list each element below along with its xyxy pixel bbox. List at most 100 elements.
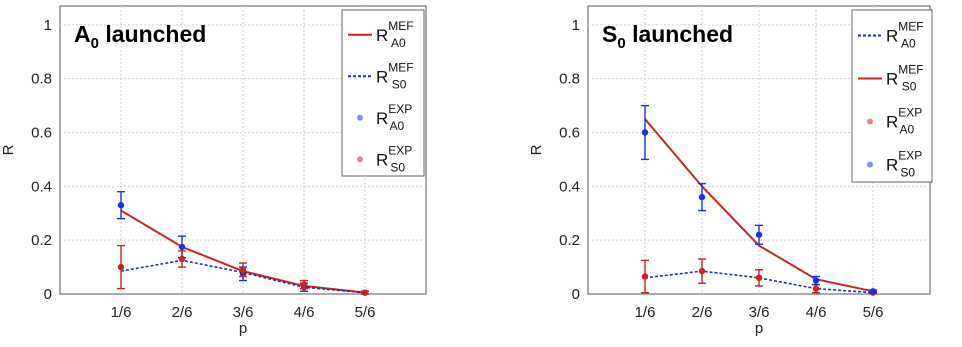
legend-subscript: S0: [392, 77, 407, 91]
title-rest: launched: [626, 21, 733, 47]
series-line-mef-s0: [644, 118, 874, 293]
x-tick-label: 4/6: [294, 304, 315, 321]
data-point: [641, 129, 649, 136]
legend-item: REXP A0: [867, 106, 922, 137]
legend-box: [341, 9, 425, 177]
x-tick-label: 2/6: [692, 304, 713, 321]
data-point: [755, 231, 763, 238]
data-point: [869, 288, 877, 295]
legend-subscript: S0: [902, 80, 917, 94]
legend-label: RMEF S0: [886, 63, 924, 94]
y-tick-label: 1: [44, 17, 52, 34]
data-point: [812, 277, 820, 284]
x-tick-label: 5/6: [355, 304, 376, 321]
legend-subscript: S0: [390, 160, 405, 174]
data-point: [300, 281, 308, 288]
legend-label: REXP S0: [886, 149, 922, 180]
legend-superscript: MEF: [388, 19, 413, 33]
data-point: [641, 273, 649, 280]
legend-label: REXP A0: [886, 106, 922, 137]
series-line-mef-s0: [120, 259, 366, 294]
chart-title: A0 launched: [74, 21, 206, 52]
data-point: [239, 266, 247, 273]
series-line-mef-a0: [644, 270, 874, 294]
data-point: [178, 255, 186, 263]
title-subscript: 0: [617, 35, 625, 52]
legend-subscript: A0: [391, 36, 406, 50]
legend-item: RMEF A0: [348, 19, 413, 50]
legend-superscript: MEF: [388, 60, 413, 74]
y-tick-label: 0.2: [31, 232, 52, 249]
legend-base: R: [886, 70, 898, 89]
legend-label: RMEF S0: [376, 60, 414, 91]
y-tick-label: 0.6: [559, 125, 580, 142]
data-point: [755, 274, 763, 282]
legend-label: REXP S0: [376, 143, 412, 174]
legend-item: REXP S0: [867, 149, 922, 180]
legend-item: REXP S0: [357, 143, 412, 174]
data-point: [178, 243, 186, 251]
y-tick-label: 0: [44, 286, 52, 303]
legend-base: R: [886, 156, 898, 175]
x-axis-label: p: [755, 320, 763, 337]
legend-superscript: EXP: [388, 102, 412, 116]
x-tick-label: 1/6: [635, 304, 656, 321]
legend-item: RMEF A0: [858, 20, 923, 51]
data-point: [698, 267, 706, 275]
data-point: [698, 193, 706, 201]
legend-marker-swatch: [867, 118, 873, 125]
legend-base: R: [376, 67, 388, 86]
legend-base: R: [376, 26, 388, 45]
y-axis-label: R: [528, 144, 545, 155]
x-tick-label: 5/6: [863, 304, 884, 321]
y-tick-label: 0.4: [559, 178, 580, 195]
legend-superscript: EXP: [898, 149, 922, 163]
y-tick-label: 0.8: [559, 71, 580, 88]
y-axis-label: R: [0, 144, 17, 155]
legend-superscript: EXP: [388, 143, 412, 157]
legend-marker-swatch: [357, 156, 363, 163]
title-main: A: [74, 21, 91, 47]
legend-label: RMEF A0: [376, 19, 413, 50]
title-main: S: [602, 21, 617, 47]
legend-superscript: MEF: [898, 63, 923, 77]
legend-subscript: A0: [900, 123, 915, 137]
legend-base: R: [886, 27, 898, 46]
y-tick-label: 0.8: [31, 71, 52, 88]
legend-base: R: [376, 150, 388, 169]
legend-base: R: [376, 109, 388, 128]
y-tick-label: 0.4: [31, 178, 52, 195]
x-axis-label: p: [239, 320, 247, 337]
legend-item: RMEF S0: [348, 60, 414, 91]
legend-label: RMEF A0: [886, 20, 923, 51]
x-tick-label: 1/6: [111, 304, 132, 321]
title-rest: launched: [99, 21, 206, 47]
legend-superscript: MEF: [898, 20, 923, 34]
x-tick-label: 2/6: [172, 304, 193, 321]
legend-marker-swatch: [357, 114, 363, 121]
legend-marker-swatch: [867, 161, 873, 168]
y-tick-label: 0.6: [31, 125, 52, 142]
legend-box: [851, 9, 933, 183]
legend-subscript: A0: [901, 37, 916, 51]
y-tick-label: 0.2: [559, 232, 580, 249]
data-point: [361, 289, 369, 296]
x-tick-label: 4/6: [806, 304, 827, 321]
legend-base: R: [886, 113, 898, 132]
data-point: [117, 201, 125, 209]
chart-title: S0 launched: [602, 21, 733, 52]
legend-item: RMEF S0: [858, 63, 924, 94]
data-point: [812, 285, 820, 292]
title-subscript: 0: [91, 35, 99, 52]
legend-subscript: A0: [390, 119, 405, 133]
y-tick-label: 1: [572, 17, 580, 34]
legend-item: REXP A0: [357, 102, 412, 133]
legend-label: REXP A0: [376, 102, 412, 133]
legend-subscript: S0: [900, 166, 915, 180]
